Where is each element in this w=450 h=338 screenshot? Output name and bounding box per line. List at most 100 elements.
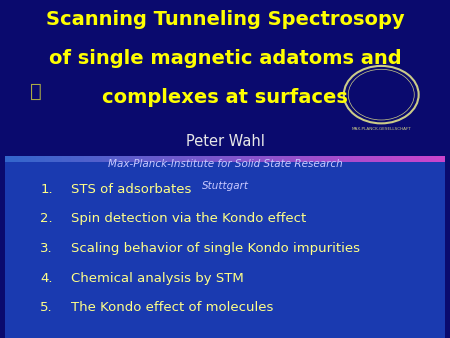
Bar: [322, 156, 327, 162]
Text: Scaling behavior of single Kondo impurities: Scaling behavior of single Kondo impurit…: [71, 242, 360, 255]
Bar: [181, 156, 186, 162]
Bar: [265, 156, 270, 162]
Bar: [309, 156, 314, 162]
Text: Peter Wahl: Peter Wahl: [185, 134, 265, 148]
Text: complexes at surfaces: complexes at surfaces: [102, 88, 348, 107]
Bar: [414, 156, 419, 162]
Bar: [198, 156, 203, 162]
Bar: [115, 156, 120, 162]
Bar: [89, 156, 94, 162]
Bar: [326, 156, 331, 162]
Bar: [124, 156, 129, 162]
Bar: [339, 156, 344, 162]
Bar: [36, 156, 40, 162]
Bar: [348, 156, 353, 162]
Bar: [357, 156, 362, 162]
Text: MAX-PLANCK-GESELLSCHAFT: MAX-PLANCK-GESELLSCHAFT: [351, 127, 411, 131]
Bar: [278, 156, 283, 162]
Bar: [379, 156, 384, 162]
Bar: [176, 156, 181, 162]
Bar: [212, 156, 216, 162]
Text: STS of adsorbates: STS of adsorbates: [71, 183, 191, 195]
Bar: [375, 156, 379, 162]
Bar: [392, 156, 397, 162]
Bar: [5, 156, 10, 162]
Bar: [106, 156, 111, 162]
Bar: [141, 156, 146, 162]
Bar: [295, 156, 300, 162]
Bar: [304, 156, 309, 162]
Bar: [238, 156, 243, 162]
Bar: [190, 156, 195, 162]
Bar: [18, 156, 23, 162]
Bar: [45, 156, 50, 162]
Text: 4.: 4.: [40, 272, 53, 285]
Bar: [418, 156, 423, 162]
Bar: [22, 156, 27, 162]
Bar: [207, 156, 212, 162]
Bar: [317, 156, 322, 162]
Text: Scanning Tunneling Spectrosopy: Scanning Tunneling Spectrosopy: [46, 10, 404, 29]
FancyBboxPatch shape: [5, 0, 445, 157]
Bar: [401, 156, 406, 162]
Bar: [67, 156, 72, 162]
Bar: [252, 156, 256, 162]
Text: 1.: 1.: [40, 183, 53, 195]
Bar: [396, 156, 401, 162]
Bar: [137, 156, 142, 162]
Bar: [203, 156, 208, 162]
Bar: [128, 156, 133, 162]
Bar: [331, 156, 335, 162]
Text: 5.: 5.: [40, 301, 53, 314]
Bar: [71, 156, 76, 162]
Bar: [441, 156, 446, 162]
Bar: [54, 156, 58, 162]
Bar: [163, 156, 168, 162]
Bar: [14, 156, 18, 162]
Bar: [405, 156, 410, 162]
Bar: [366, 156, 371, 162]
Bar: [432, 156, 436, 162]
Text: 3.: 3.: [40, 242, 53, 255]
Bar: [361, 156, 366, 162]
Bar: [225, 156, 230, 162]
Bar: [247, 156, 252, 162]
Bar: [150, 156, 155, 162]
Text: Chemical analysis by STM: Chemical analysis by STM: [71, 272, 244, 285]
Bar: [370, 156, 375, 162]
Bar: [282, 156, 287, 162]
Bar: [102, 156, 107, 162]
Text: The Kondo effect of molecules: The Kondo effect of molecules: [71, 301, 273, 314]
Bar: [234, 156, 238, 162]
Bar: [93, 156, 98, 162]
Bar: [344, 156, 349, 162]
Text: Spin detection via the Kondo effect: Spin detection via the Kondo effect: [71, 212, 306, 225]
Text: Stuttgart: Stuttgart: [202, 181, 248, 191]
Bar: [216, 156, 221, 162]
Bar: [40, 156, 45, 162]
Bar: [194, 156, 199, 162]
Text: of single magnetic adatoms and: of single magnetic adatoms and: [49, 49, 401, 68]
Bar: [32, 156, 36, 162]
Bar: [111, 156, 115, 162]
Bar: [260, 156, 265, 162]
Text: 🌿: 🌿: [30, 82, 41, 101]
Bar: [119, 156, 124, 162]
FancyBboxPatch shape: [5, 162, 445, 338]
Bar: [155, 156, 159, 162]
Bar: [146, 156, 151, 162]
Bar: [423, 156, 428, 162]
Bar: [243, 156, 248, 162]
Bar: [84, 156, 89, 162]
Bar: [436, 156, 441, 162]
Bar: [9, 156, 14, 162]
Bar: [27, 156, 32, 162]
Bar: [274, 156, 278, 162]
Bar: [388, 156, 393, 162]
Bar: [383, 156, 388, 162]
Bar: [168, 156, 173, 162]
Bar: [97, 156, 102, 162]
Bar: [185, 156, 190, 162]
Bar: [256, 156, 261, 162]
Bar: [80, 156, 85, 162]
